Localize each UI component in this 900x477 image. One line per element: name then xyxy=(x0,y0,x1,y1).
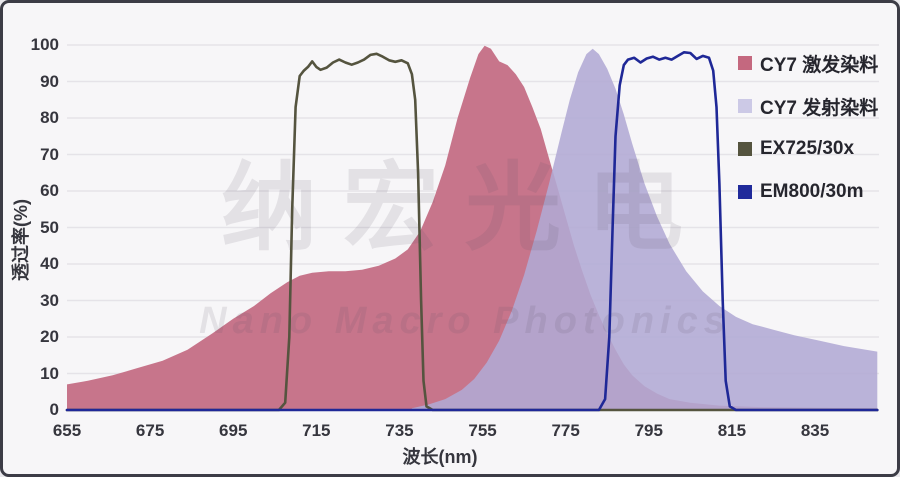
y-tick-10: 10 xyxy=(40,363,59,383)
y-axis-title: 透过率(%) xyxy=(11,199,31,281)
y-tick-40: 40 xyxy=(40,254,59,273)
legend-label: CY7 激发染料 xyxy=(760,54,879,76)
watermark-cn: 纳宏光电 xyxy=(221,155,709,262)
x-tick-815: 815 xyxy=(717,421,747,440)
x-tick-775: 775 xyxy=(551,421,580,440)
series-EX725/30x xyxy=(65,52,879,412)
legend-swatch-icon xyxy=(738,142,752,156)
y-tick-50: 50 xyxy=(40,217,59,237)
y-tick-90: 90 xyxy=(40,71,59,91)
x-tick-655: 655 xyxy=(52,421,82,440)
legend-item-1: CY7 激发染料 xyxy=(738,52,879,76)
y-tick-20: 20 xyxy=(40,327,59,346)
x-tick-715: 715 xyxy=(302,421,331,440)
y-tick-70: 70 xyxy=(40,144,59,164)
y-tick-0: 0 xyxy=(49,400,59,419)
spectra-plot: 纳宏光电 Nano Macro Photonics xyxy=(65,44,879,412)
legend-item-3: EX725/30x xyxy=(738,138,878,160)
legend-label: EM800/30m xyxy=(760,181,864,202)
x-tick-835: 835 xyxy=(800,421,830,440)
series-CY7 发射染料 xyxy=(411,48,878,411)
x-tick-755: 755 xyxy=(468,421,497,440)
y-tick-60: 60 xyxy=(40,181,59,200)
x-tick-695: 695 xyxy=(219,421,248,440)
watermark-en: Nano Macro Photonics xyxy=(199,300,731,342)
series-CY7 激发染料 xyxy=(67,45,878,411)
x-tick-675: 675 xyxy=(135,421,165,440)
x-tick-795: 795 xyxy=(634,421,663,440)
legend-label: CY7 发射染料 xyxy=(760,97,879,119)
series-EM800/30m xyxy=(65,51,879,412)
y-tick-30: 30 xyxy=(40,290,59,310)
legend-label: EX725/30x xyxy=(760,138,855,159)
legend-swatch-icon xyxy=(738,99,752,113)
legend: CY7 激发染料 CY7 发射染料 EX725/30x EM800/30m xyxy=(738,52,878,203)
legend-item-2: CY7 发射染料 xyxy=(738,95,879,119)
dye-spectra-areas xyxy=(67,45,878,411)
legend-swatch-icon xyxy=(738,56,752,70)
x-tick-735: 735 xyxy=(385,421,414,440)
x-axis-title: 波长(nm) xyxy=(402,447,478,467)
legend-swatch-icon xyxy=(738,185,752,199)
filter-curves xyxy=(65,51,879,412)
y-tick-80: 80 xyxy=(40,108,59,127)
legend-item-4: EM800/30m xyxy=(738,181,878,203)
y-tick-100: 100 xyxy=(30,35,59,54)
